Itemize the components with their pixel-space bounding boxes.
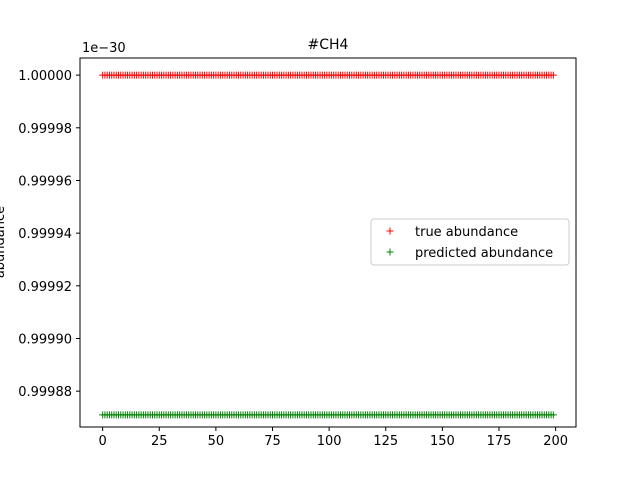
x-axis: 0 25 50 75 100 125 150 175 200 bbox=[99, 427, 568, 449]
data-point bbox=[549, 411, 557, 419]
x-tick-label: 100 bbox=[317, 434, 342, 449]
legend-box bbox=[370, 218, 570, 266]
y-axis: 0.99988 0.99990 0.99992 0.99994 0.99996 0.999… bbox=[18, 69, 80, 400]
y-tick-label: 0.99998 bbox=[18, 122, 72, 137]
data-point bbox=[549, 71, 557, 79]
y-tick-label: 0.99996 bbox=[18, 174, 72, 189]
plot-frame bbox=[79, 57, 577, 428]
axis-offset-text: 1e−30 bbox=[82, 41, 126, 56]
y-tick-label: 0.99994 bbox=[18, 227, 72, 242]
x-tick-label: 50 bbox=[208, 434, 225, 449]
x-tick-label: 175 bbox=[487, 434, 512, 449]
x-tick-label: 125 bbox=[373, 434, 398, 449]
x-tick-label: 200 bbox=[543, 434, 568, 449]
y-tick-label: 0.99992 bbox=[18, 280, 72, 295]
y-tick-label: 0.99990 bbox=[18, 333, 72, 348]
y-tick-label: 1.00000 bbox=[18, 69, 72, 84]
legend-marker bbox=[386, 248, 394, 256]
legend-label: true abundance bbox=[415, 225, 518, 240]
x-tick-label: 25 bbox=[151, 434, 168, 449]
y-tick-label: 0.99988 bbox=[18, 385, 72, 400]
y-axis-label: abundance bbox=[0, 206, 8, 278]
legend: true abundance predicted abundance bbox=[370, 218, 570, 266]
legend-marker bbox=[386, 227, 394, 235]
x-tick-label: 0 bbox=[99, 434, 107, 449]
x-tick-label: 75 bbox=[264, 434, 281, 449]
legend-label: predicted abundance bbox=[415, 246, 553, 261]
series-marks bbox=[99, 71, 557, 419]
x-tick-label: 150 bbox=[430, 434, 455, 449]
chart-title: #CH4 bbox=[308, 37, 349, 53]
series-1 bbox=[99, 411, 557, 419]
series-0 bbox=[99, 71, 557, 79]
